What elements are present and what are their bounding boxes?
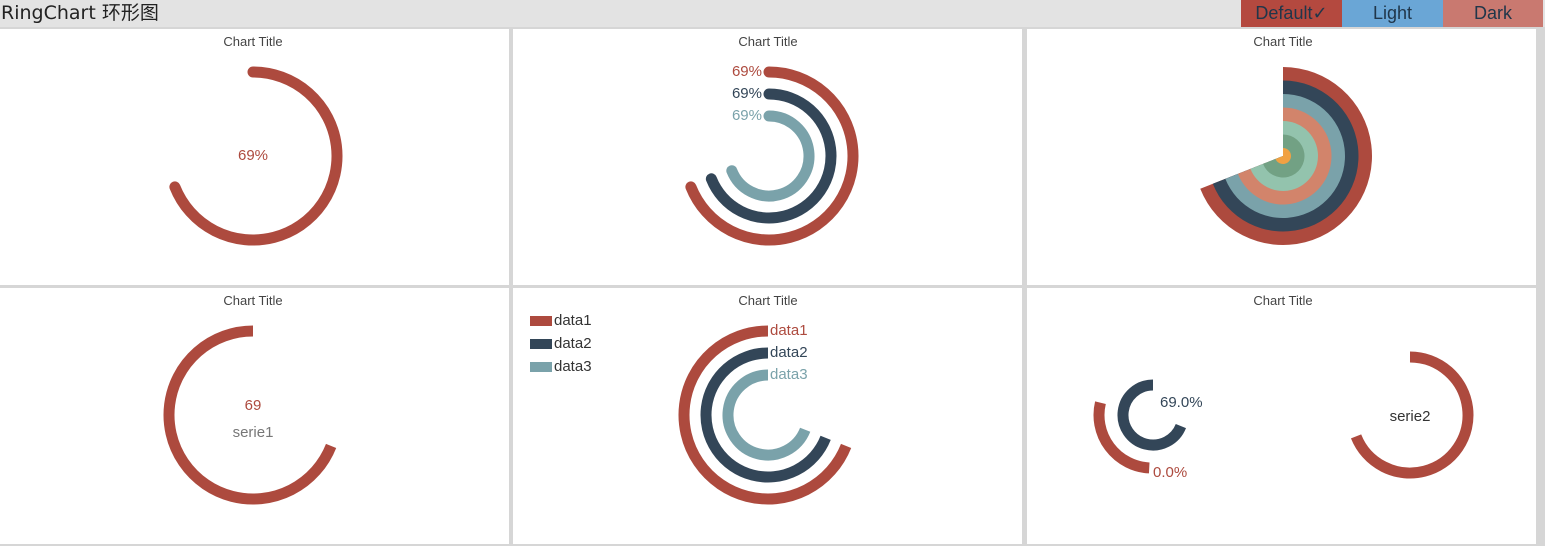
ring-sector-7: [1275, 148, 1292, 164]
ring-chart-4: Chart Title 69 serie1: [163, 293, 337, 505]
ring-arc-serie2: [1350, 351, 1474, 479]
ring-arc-outer: [1093, 401, 1150, 474]
legend-item-2: data2: [554, 335, 592, 352]
chart-title: Chart Title: [738, 293, 797, 308]
center-label: 69%: [238, 147, 268, 164]
ring-chart-2: Chart Title 69% 69% 69%: [685, 34, 859, 246]
ring-arc-2: [700, 347, 831, 483]
ring-label-3: 69%: [732, 107, 762, 124]
legend-swatch-3: [530, 362, 552, 372]
chart-panel-2: Chart Title 69% 69% 69%: [513, 29, 1022, 285]
chart-title: Chart Title: [1253, 34, 1312, 49]
ring-label-3: data3: [770, 366, 808, 383]
chart-panel-6: Chart Title 0.0% 69.0% serie2: [1027, 288, 1536, 544]
page-title: RingChart 环形图: [1, 2, 159, 24]
ring-label-2: data2: [770, 344, 808, 361]
theme-dark-label: Dark: [1473, 3, 1512, 23]
ring-arc: [163, 325, 337, 505]
chart-panel-5: Chart Title data1 data2 data3 data1 data2 dat…: [513, 288, 1022, 544]
series-name: serie2: [1390, 408, 1431, 425]
ring-chart-6: Chart Title 0.0% 69.0% serie2: [1093, 293, 1474, 481]
ring-chart-3: Chart Title: [1200, 34, 1373, 245]
ring-arc-3: [722, 369, 811, 461]
ring-arc-3: [726, 110, 815, 202]
ring-arc-inner: [1117, 379, 1186, 451]
theme-default-button[interactable]: Default✓: [1241, 0, 1342, 27]
theme-light-button[interactable]: Light: [1342, 0, 1443, 27]
ring-label-2: 69%: [732, 85, 762, 102]
ring-label-1: data1: [770, 322, 808, 339]
ring-chart-5: Chart Title data1 data2 data3 data1 data2 dat…: [530, 293, 852, 505]
chart-grid: Chart Title 69% Chart Title 69% 69% 69% Ch…: [0, 29, 1545, 546]
theme-default-label: Default: [1255, 3, 1313, 23]
ring-chart-1: Chart Title 69%: [169, 34, 343, 246]
ring-arc-2: [705, 88, 837, 224]
top-bar: RingChart 环形图 Default✓ Light Dark: [0, 0, 1545, 27]
legend-swatch-1: [530, 316, 552, 326]
chart-title: Chart Title: [738, 34, 797, 49]
legend-item-1: data1: [554, 312, 592, 329]
chart-panel-1: Chart Title 69%: [0, 29, 509, 285]
ring-arc: [169, 66, 343, 246]
series-name: serie1: [233, 424, 274, 441]
ring-label-1: 69%: [732, 63, 762, 80]
ring-label-outer: 0.0%: [1153, 464, 1187, 481]
chart-panel-4: Chart Title 69 serie1: [0, 288, 509, 544]
ring-arc-1: [685, 66, 859, 246]
chart-title: Chart Title: [1253, 293, 1312, 308]
center-value: 69: [245, 397, 262, 414]
legend-swatch-2: [530, 339, 552, 349]
chart-title: Chart Title: [223, 34, 282, 49]
check-icon: ✓: [1312, 3, 1328, 23]
legend-item-3: data3: [554, 358, 592, 375]
chart-title: Chart Title: [223, 293, 282, 308]
theme-light-label: Light: [1372, 3, 1413, 23]
ring-label-inner: 69.0%: [1160, 394, 1203, 411]
ring-arc-1: [678, 325, 852, 505]
theme-dark-button[interactable]: Dark: [1443, 0, 1543, 27]
chart-panel-3: Chart Title: [1027, 29, 1536, 285]
